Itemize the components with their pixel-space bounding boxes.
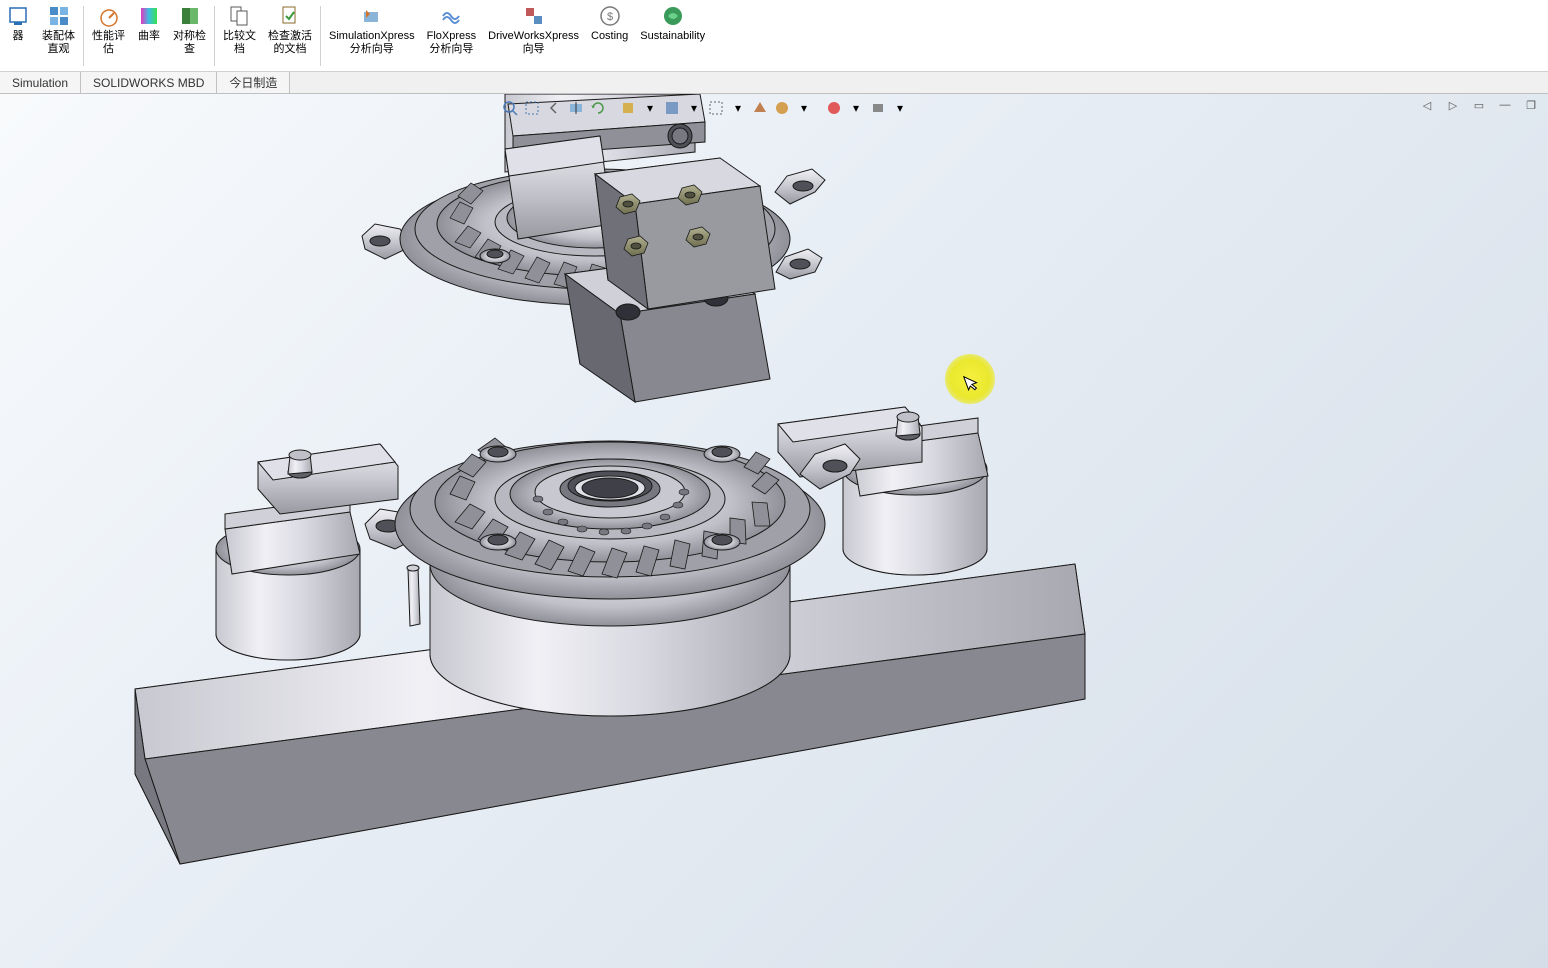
view-dropdown-icon[interactable]: ▾ — [728, 98, 748, 118]
ribbon-btn-device[interactable]: 器 — [0, 2, 36, 70]
ribbon-btn-symmetry[interactable]: 对称检 查 — [167, 2, 212, 70]
compare-icon — [228, 4, 252, 28]
ribbon-label: 比较文 档 — [223, 30, 256, 56]
view-scene-icon[interactable] — [772, 98, 792, 118]
assembly-icon — [47, 4, 71, 28]
ribbon-label: 装配体 直观 — [42, 30, 75, 56]
view-display-icon[interactable] — [662, 98, 682, 118]
ribbon-btn-curvature[interactable]: 曲率 — [131, 2, 167, 70]
simxpress-icon — [360, 4, 384, 28]
window-minimize-icon[interactable]: — — [1496, 98, 1514, 112]
ribbon-btn-performance[interactable]: 性能评 估 — [86, 2, 131, 70]
sustainability-icon — [661, 4, 685, 28]
view-dropdown-icon[interactable]: ▾ — [846, 98, 866, 118]
curvature-icon — [137, 4, 161, 28]
ribbon-separator — [214, 6, 215, 66]
view-dropdown-icon[interactable]: ▾ — [890, 98, 910, 118]
tab-simulation[interactable]: Simulation — [0, 72, 81, 93]
view-edges-icon[interactable] — [750, 98, 770, 118]
tab-bar: Simulation SOLIDWORKS MBD 今日制造 — [0, 72, 1548, 94]
ribbon-label: Sustainability — [640, 30, 705, 43]
view-dropdown-icon[interactable]: ▾ — [640, 98, 660, 118]
check-icon — [278, 4, 302, 28]
ribbon-label: 对称检 查 — [173, 30, 206, 56]
ribbon-btn-costing[interactable]: $ Costing — [585, 2, 634, 70]
view-appearance-icon[interactable] — [824, 98, 844, 118]
ribbon-btn-floxpress[interactable]: FloXpress 分析向导 — [421, 2, 483, 70]
ribbon-toolbar: 器 装配体 直观 性能评 估 曲率 对称检 查 比较文 档 检查激活 的文档 S… — [0, 0, 1548, 72]
view-zoom-area-icon[interactable] — [522, 98, 542, 118]
view-setting-icon[interactable] — [868, 98, 888, 118]
view-toolbar: ▾ ▾ ▾ ▾ ▾ ▾ — [500, 98, 910, 118]
ribbon-btn-compare[interactable]: 比较文 档 — [217, 2, 262, 70]
view-prev-icon[interactable] — [544, 98, 564, 118]
ribbon-label: 曲率 — [138, 30, 160, 43]
ribbon-btn-simxpress[interactable]: SimulationXpress 分析向导 — [323, 2, 421, 70]
view-dropdown-icon[interactable]: ▾ — [794, 98, 814, 118]
nav-back-icon[interactable]: ◁ — [1418, 98, 1436, 112]
ribbon-btn-check-active[interactable]: 检查激活 的文档 — [262, 2, 318, 70]
ribbon-label: FloXpress 分析向导 — [427, 30, 477, 56]
performance-icon — [97, 4, 121, 28]
view-orientation-icon[interactable] — [618, 98, 638, 118]
window-maximize-icon[interactable]: ❐ — [1522, 98, 1540, 112]
ribbon-btn-sustainability[interactable]: Sustainability — [634, 2, 711, 70]
svg-text:$: $ — [607, 11, 613, 23]
device-icon — [6, 4, 30, 28]
tab-today[interactable]: 今日制造 — [217, 72, 290, 93]
ribbon-label: DriveWorksXpress 向导 — [488, 30, 579, 56]
ribbon-btn-assembly-view[interactable]: 装配体 直观 — [36, 2, 81, 70]
floxpress-icon — [439, 4, 463, 28]
symmetry-icon — [178, 4, 202, 28]
view-zoom-fit-icon[interactable] — [500, 98, 520, 118]
ribbon-label: 检查激活 的文档 — [268, 30, 312, 56]
tab-mbd[interactable]: SOLIDWORKS MBD — [81, 72, 217, 93]
3d-viewport[interactable]: ▾ ▾ ▾ ▾ ▾ ▾ ◁ ▷ ▭ — ❐ — [0, 94, 1548, 968]
ribbon-label: 性能评 估 — [92, 30, 125, 56]
ribbon-label: 器 — [13, 30, 24, 43]
nav-forward-icon[interactable]: ▷ — [1444, 98, 1462, 112]
view-hidden-icon[interactable] — [706, 98, 726, 118]
view-dropdown-icon[interactable]: ▾ — [684, 98, 704, 118]
ribbon-label: SimulationXpress 分析向导 — [329, 30, 415, 56]
costing-icon: $ — [598, 4, 622, 28]
ribbon-btn-driveworks[interactable]: DriveWorksXpress 向导 — [482, 2, 585, 70]
window-controls: ◁ ▷ ▭ — ❐ — [1418, 98, 1540, 112]
view-rotate-icon[interactable] — [588, 98, 608, 118]
view-section-icon[interactable] — [566, 98, 586, 118]
ribbon-label: Costing — [591, 30, 628, 43]
ribbon-separator — [320, 6, 321, 66]
driveworks-icon — [522, 4, 546, 28]
3d-model-render — [0, 94, 1548, 968]
ribbon-separator — [83, 6, 84, 66]
window-tile-icon[interactable]: ▭ — [1470, 98, 1488, 112]
